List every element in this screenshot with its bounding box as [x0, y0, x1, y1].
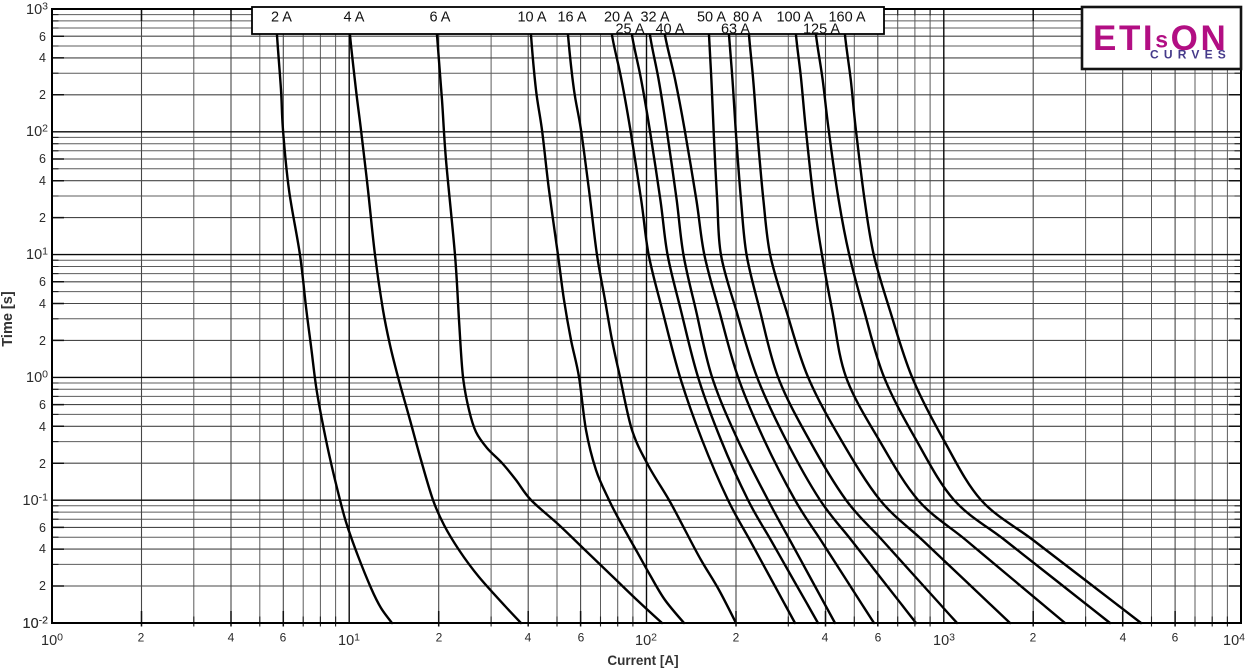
svg-text:6: 6 [39, 152, 46, 166]
svg-text:100 A: 100 A [776, 10, 813, 26]
svg-text:2: 2 [436, 631, 443, 645]
svg-text:CURVES: CURVES [1150, 48, 1231, 62]
svg-text:25 A: 25 A [615, 22, 644, 38]
svg-text:6 A: 6 A [430, 10, 451, 26]
svg-text:4: 4 [1120, 631, 1127, 645]
svg-text:2: 2 [1030, 631, 1037, 645]
svg-text:4: 4 [39, 420, 46, 434]
svg-text:6: 6 [39, 521, 46, 535]
svg-text:16 A: 16 A [557, 10, 586, 26]
svg-text:4: 4 [525, 631, 532, 645]
svg-text:160 A: 160 A [828, 10, 865, 26]
svg-text:40 A: 40 A [655, 22, 684, 38]
svg-text:Current [A]: Current [A] [607, 653, 678, 668]
svg-text:2: 2 [733, 631, 740, 645]
svg-text:6: 6 [280, 631, 287, 645]
svg-text:6: 6 [39, 275, 46, 289]
svg-text:20 A: 20 A [604, 10, 633, 26]
svg-text:2: 2 [138, 631, 145, 645]
svg-text:2: 2 [39, 88, 46, 102]
svg-text:4: 4 [822, 631, 829, 645]
svg-text:50 A: 50 A [697, 10, 726, 26]
svg-text:6: 6 [39, 398, 46, 412]
svg-text:4: 4 [39, 297, 46, 311]
svg-text:2: 2 [39, 579, 46, 593]
svg-text:125 A: 125 A [803, 22, 840, 38]
svg-text:6: 6 [1172, 631, 1179, 645]
svg-text:2: 2 [39, 457, 46, 471]
svg-text:63 A: 63 A [721, 22, 750, 38]
svg-text:4: 4 [228, 631, 235, 645]
svg-text:6: 6 [578, 631, 585, 645]
svg-text:4 A: 4 A [344, 10, 365, 26]
svg-text:6: 6 [39, 30, 46, 44]
svg-text:4: 4 [39, 174, 46, 188]
svg-text:4: 4 [39, 542, 46, 556]
svg-text:2: 2 [39, 211, 46, 225]
svg-text:4: 4 [39, 51, 46, 65]
svg-text:2 A: 2 A [271, 10, 292, 26]
svg-text:80 A: 80 A [733, 10, 762, 26]
svg-text:6: 6 [875, 631, 882, 645]
svg-text:32 A: 32 A [640, 10, 669, 26]
svg-text:10 A: 10 A [517, 10, 546, 26]
svg-text:2: 2 [39, 334, 46, 348]
svg-text:Time [s]: Time [s] [0, 291, 16, 347]
